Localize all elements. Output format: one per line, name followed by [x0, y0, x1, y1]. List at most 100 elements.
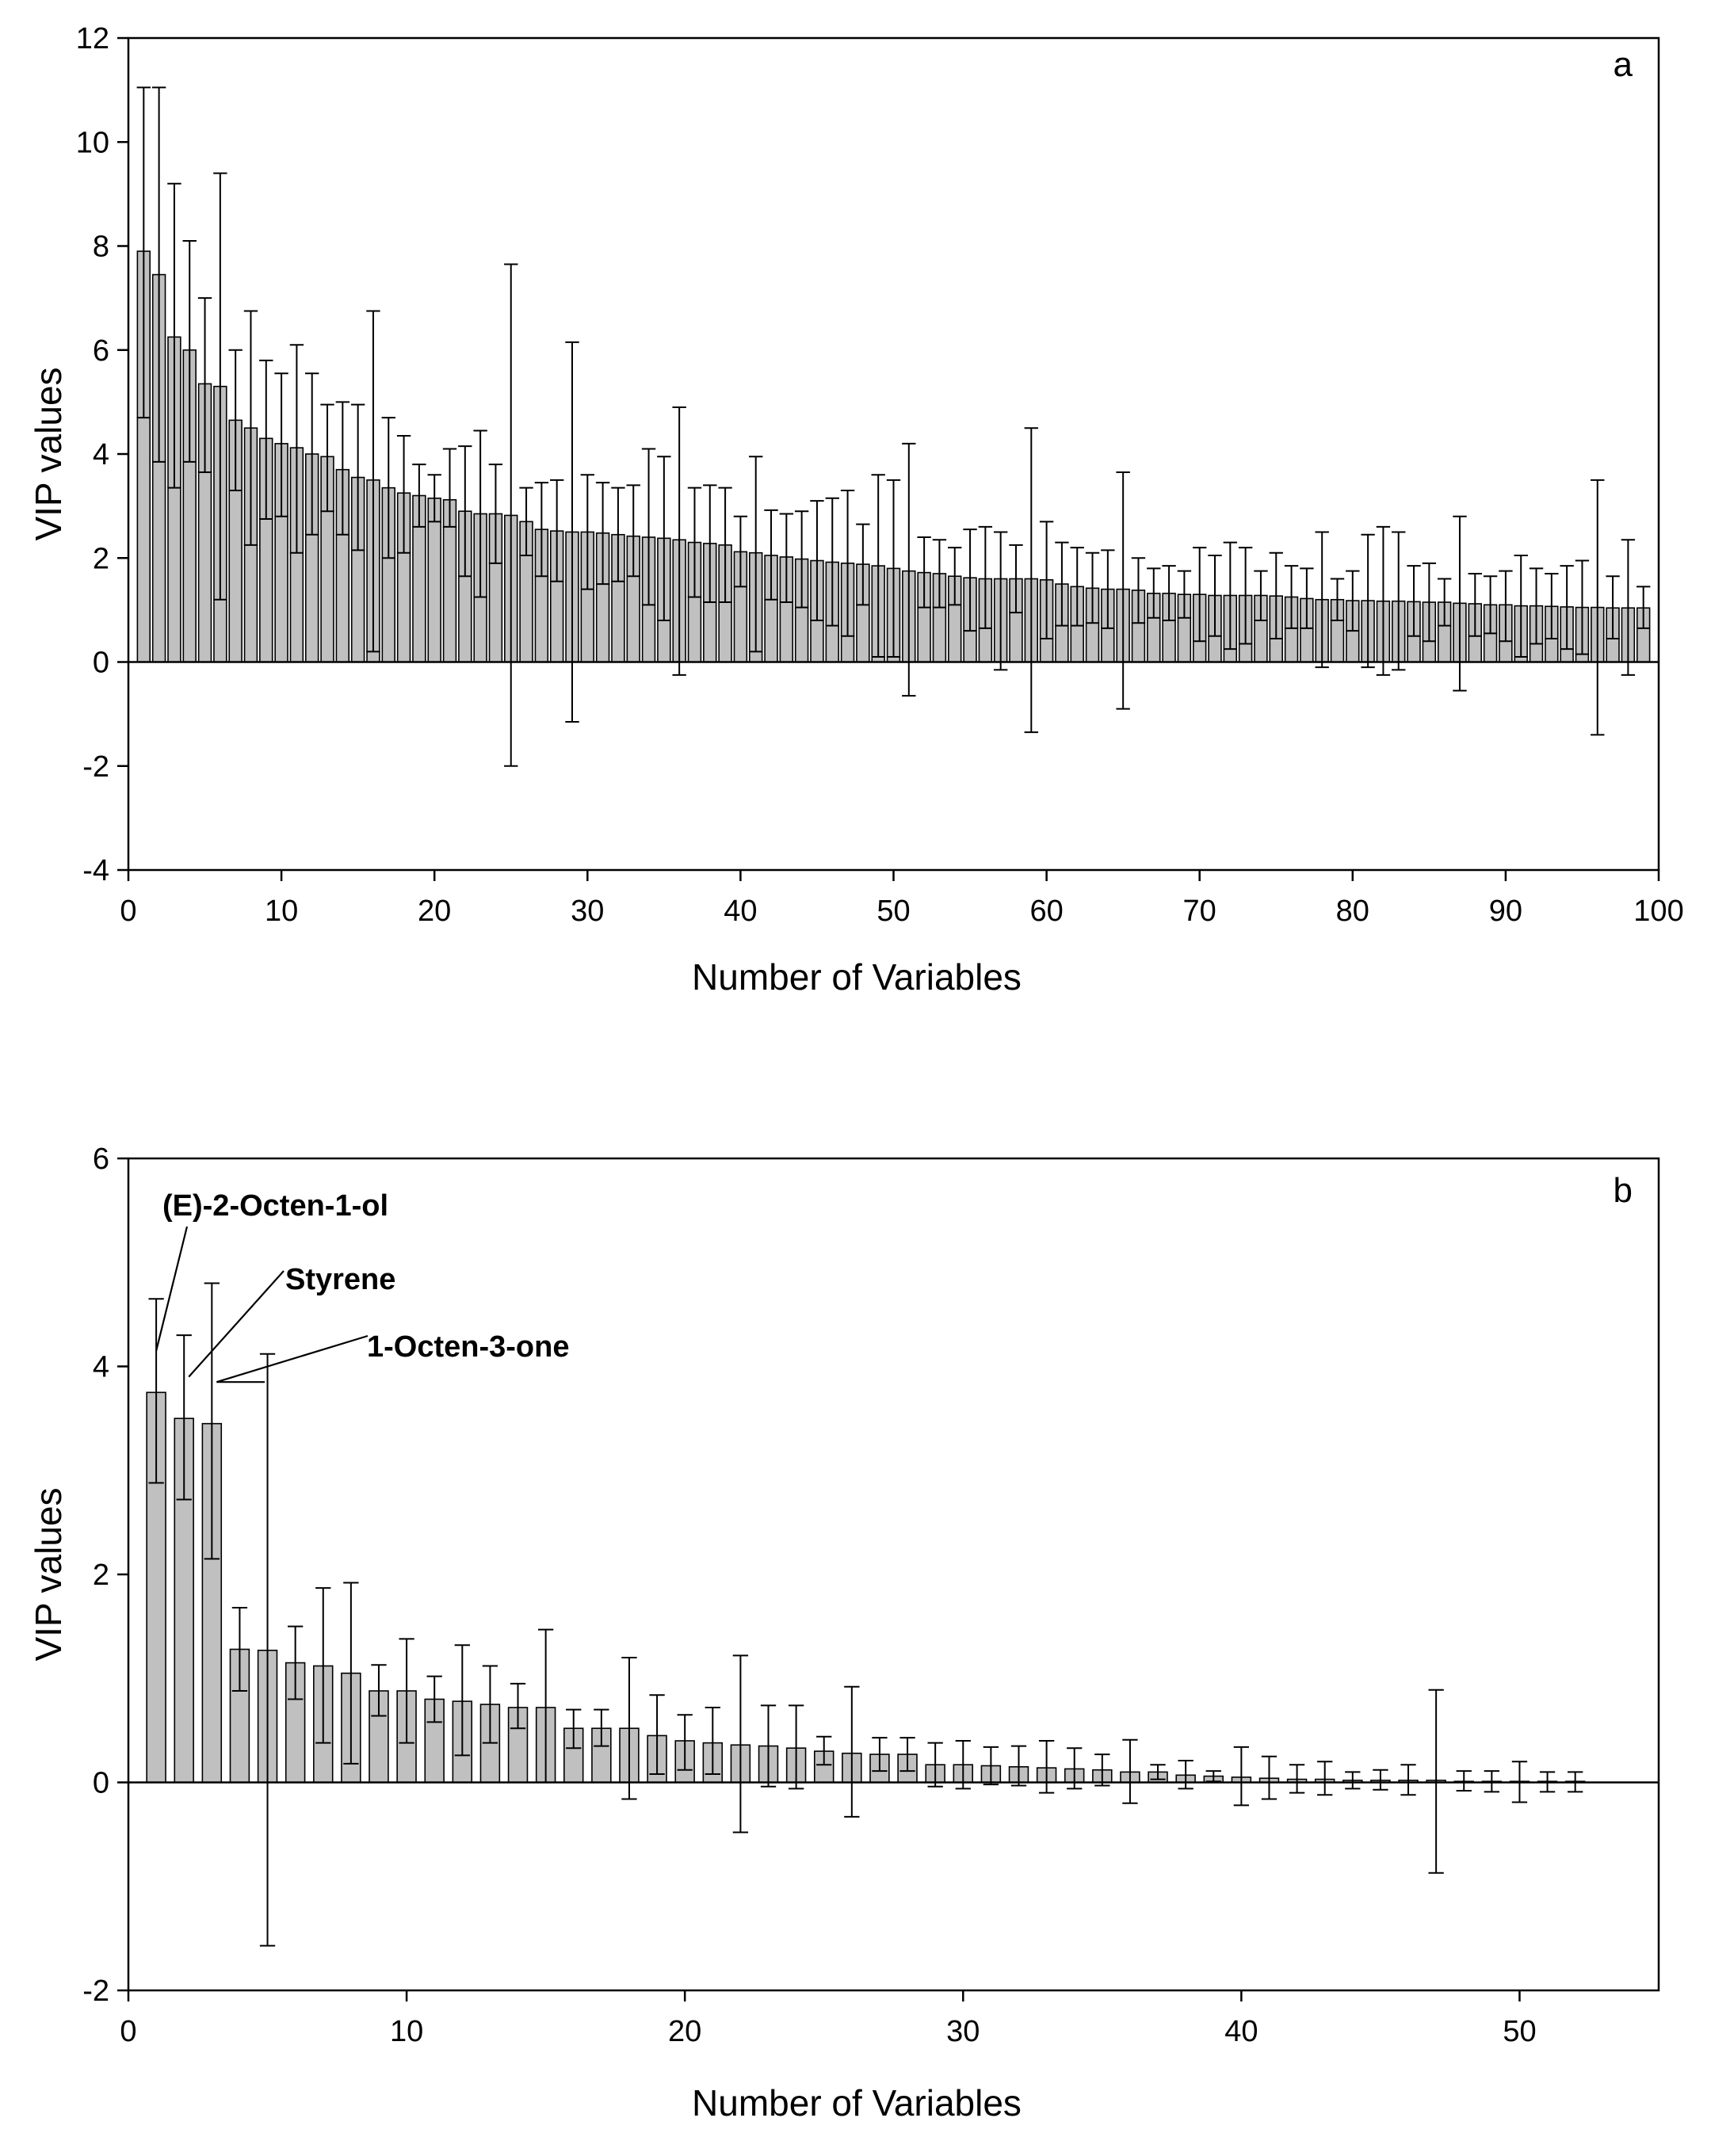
- error-bar-a-38: [703, 484, 717, 604]
- error-bar-a-54: [948, 547, 962, 606]
- error-bar-b-23: [760, 1704, 777, 1788]
- x-tick-label-b-0: 0: [120, 2015, 136, 2048]
- error-bar-b-28: [899, 1737, 915, 1772]
- error-bar-a-27: [534, 482, 549, 578]
- x-tick-label-b-3: 30: [946, 2015, 980, 2048]
- error-bar-a-33: [626, 484, 640, 578]
- error-bar-a-32: [611, 487, 625, 582]
- y-tick-label-a-0: -4: [82, 854, 109, 887]
- error-bar-a-85: [1422, 562, 1437, 643]
- error-bar-a-9: [259, 359, 273, 521]
- error-bar-b-8: [343, 1582, 359, 1765]
- error-bar-a-55: [963, 529, 977, 632]
- error-bar-b-42: [1289, 1764, 1305, 1794]
- x-tick-label-a-9: 90: [1489, 895, 1522, 928]
- error-bar-b-29: [927, 1742, 943, 1788]
- x-tick-label-a-7: 70: [1183, 895, 1216, 928]
- error-bar-a-34: [641, 448, 656, 606]
- error-bar-b-6: [288, 1625, 304, 1700]
- y-tick-label-b-4: 6: [93, 1143, 109, 1176]
- error-bar-a-1: [136, 86, 151, 419]
- error-bar-b-43: [1317, 1761, 1333, 1796]
- error-bar-a-7: [228, 349, 243, 491]
- error-bar-a-96: [1591, 479, 1605, 736]
- error-bar-a-31: [595, 482, 610, 586]
- chart-panel-a: -4 -2 0 2 4 6 8 10 12 0 10 20 30 40 50 60 70 80 90 100 a Nu…: [28, 22, 1684, 998]
- error-bar-a-5: [197, 297, 212, 473]
- error-bar-b-19: [649, 1694, 665, 1775]
- bar-a-20: [427, 497, 441, 663]
- y-tick-label-a-5: 6: [93, 334, 109, 368]
- error-bar-a-12: [305, 372, 319, 536]
- error-bar-a-82: [1376, 525, 1391, 676]
- error-bar-a-44: [794, 510, 809, 609]
- error-bar-a-65: [1116, 471, 1130, 710]
- error-bar-a-69: [1177, 570, 1192, 619]
- error-bar-a-48: [856, 523, 870, 606]
- error-bar-b-49: [1484, 1770, 1499, 1793]
- y-tick-label-a-1: -2: [82, 750, 109, 784]
- error-bar-a-63: [1085, 551, 1100, 624]
- error-bar-b-2: [176, 1334, 192, 1501]
- error-bar-a-88: [1468, 572, 1482, 637]
- error-bar-a-25: [504, 263, 518, 767]
- error-bar-a-3: [167, 182, 181, 489]
- error-bar-a-13: [320, 403, 334, 513]
- error-bar-a-4: [182, 239, 197, 463]
- y-tick-label-a-4: 4: [93, 438, 109, 471]
- error-bar-b-22: [732, 1654, 749, 1834]
- x-tick-label-a-1: 10: [265, 895, 298, 928]
- y-tick-label-b-0: -2: [82, 1975, 109, 2008]
- error-bar-a-62: [1070, 547, 1084, 627]
- error-bar-a-16: [366, 310, 380, 653]
- error-bar-b-7: [315, 1587, 331, 1744]
- panel-label-b: b: [1614, 1171, 1633, 1210]
- error-bar-a-92: [1529, 567, 1544, 645]
- error-bar-a-81: [1361, 533, 1375, 669]
- x-tick-label-a-5: 50: [877, 895, 910, 928]
- axes-a: -4 -2 0 2 4 6 8 10 12 0 10 20 30 40 50 60 70 80 90 100: [76, 22, 1684, 928]
- error-bar-b-47: [1428, 1689, 1444, 1874]
- annotation-leader-1: [155, 1226, 189, 1352]
- annotation-leader-3: [216, 1334, 369, 1383]
- error-bar-a-39: [718, 487, 732, 604]
- error-bar-a-93: [1545, 572, 1559, 639]
- error-bar-a-40: [733, 515, 748, 588]
- x-axis-title-b: Number of Variables: [692, 2082, 1022, 2124]
- chart-panel-b: -2 0 2 4 6 0 10 20 30 40 50 (E)-2-Octen-1-ol Styren…: [28, 1143, 1660, 2124]
- y-tick-label-b-2: 2: [93, 1559, 109, 1592]
- error-bar-a-21: [442, 448, 457, 528]
- error-bar-b-36: [1122, 1738, 1138, 1804]
- x-tick-label-b-5: 50: [1503, 2015, 1536, 2048]
- error-bar-a-47: [840, 489, 855, 637]
- error-bar-a-99: [1637, 586, 1651, 629]
- x-tick-label-b-2: 20: [668, 2015, 701, 2048]
- error-bar-a-51: [902, 442, 916, 697]
- error-bar-b-13: [482, 1665, 498, 1744]
- error-bar-b-48: [1456, 1770, 1472, 1792]
- error-bar-a-49: [871, 474, 885, 658]
- error-bar-a-50: [886, 479, 901, 658]
- error-bar-b-12: [454, 1644, 470, 1757]
- error-bar-b-24: [788, 1704, 804, 1790]
- error-bar-b-37: [1150, 1764, 1166, 1780]
- error-bar-b-11: [426, 1675, 442, 1723]
- error-bar-a-26: [519, 487, 533, 556]
- error-bar-a-90: [1499, 570, 1513, 643]
- error-bar-a-11: [289, 344, 304, 554]
- error-bar-b-38: [1178, 1759, 1193, 1790]
- error-bar-a-84: [1407, 565, 1421, 637]
- error-bar-a-8: [243, 310, 258, 546]
- error-bar-b-33: [1038, 1740, 1055, 1794]
- error-bar-b-16: [566, 1708, 582, 1750]
- error-bar-a-76: [1284, 565, 1299, 629]
- error-bar-a-28: [549, 479, 564, 582]
- error-bar-a-94: [1560, 565, 1574, 651]
- error-bar-a-29: [565, 341, 579, 723]
- error-bar-a-64: [1101, 549, 1115, 629]
- error-bar-a-46: [825, 497, 839, 627]
- error-bar-a-73: [1238, 547, 1253, 645]
- error-bar-b-32: [1010, 1745, 1027, 1787]
- error-bar-b-3: [204, 1282, 220, 1560]
